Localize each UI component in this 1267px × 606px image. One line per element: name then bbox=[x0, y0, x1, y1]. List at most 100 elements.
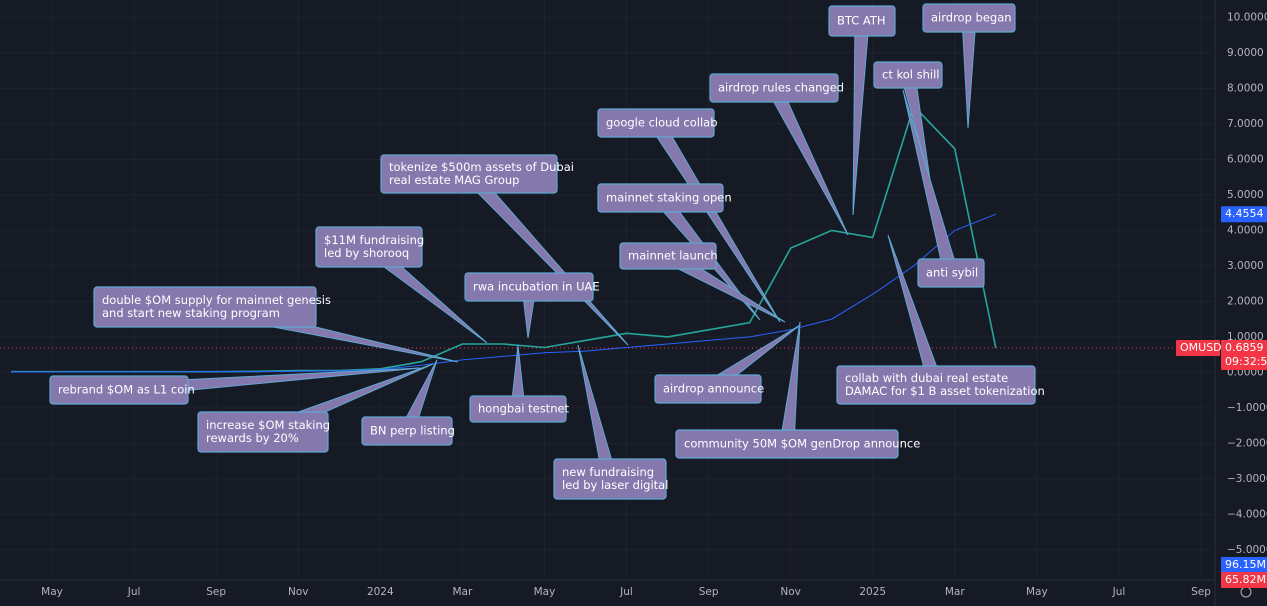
annotation-text: led by laser digital bbox=[562, 478, 668, 492]
callout-box bbox=[93, 286, 317, 328]
annotation-text: led by shorooq bbox=[324, 246, 409, 260]
y-tick-label: −3.0000 bbox=[1227, 473, 1267, 485]
last-price-tag-bg bbox=[1221, 340, 1267, 357]
y-tick-label: 3.0000 bbox=[1227, 260, 1264, 272]
x-tick-label: Jul bbox=[127, 586, 141, 598]
callout-box bbox=[597, 108, 715, 138]
y-tick-label: 6.0000 bbox=[1227, 153, 1264, 165]
callout-box bbox=[469, 395, 567, 423]
callout-box bbox=[828, 5, 896, 37]
y-tick-label: −5.0000 bbox=[1227, 544, 1267, 556]
annotation-text: collab with dubai real estate bbox=[845, 371, 1008, 385]
y-tick-label: 8.0000 bbox=[1227, 82, 1264, 94]
ma-last-tag: 4.4554 bbox=[1225, 207, 1264, 220]
callout-box bbox=[315, 226, 423, 268]
annotation-text: ct kol shill bbox=[882, 68, 940, 82]
annotation-text: $11M fundraising bbox=[324, 233, 424, 247]
callout-box bbox=[619, 242, 717, 270]
annotation-text: new fundraising bbox=[562, 465, 654, 479]
x-tick-label: May bbox=[41, 586, 63, 598]
x-tick-label: Jul bbox=[619, 586, 633, 598]
x-tick-label: Jul bbox=[1112, 586, 1126, 598]
x-tick-label: 2025 bbox=[859, 586, 886, 598]
volume-label-bg bbox=[1221, 557, 1267, 573]
last-price-tag: 0.6859 bbox=[1225, 341, 1264, 354]
annotation: mainnet launch bbox=[619, 242, 786, 323]
x-tick-label: Mar bbox=[452, 586, 472, 598]
annotation-text: community 50M $OM genDrop announce bbox=[684, 437, 920, 451]
volume-label: 96.15M bbox=[1225, 558, 1266, 571]
annotation-text: airdrop began bbox=[931, 11, 1012, 25]
annotation-text: double $OM supply for mainnet genesis bbox=[102, 293, 331, 307]
y-tick-label: −1.0000 bbox=[1227, 402, 1267, 414]
symbol-tag-bg bbox=[1176, 340, 1220, 357]
callout-box bbox=[197, 411, 329, 453]
annotation: hongbai testnet bbox=[469, 344, 570, 423]
annotation-text: real estate MAG Group bbox=[389, 173, 519, 187]
annotation-text: google cloud collab bbox=[606, 116, 718, 130]
annotation: airdrop began bbox=[922, 3, 1016, 129]
x-tick-label: May bbox=[1026, 586, 1048, 598]
y-tick-label: 5.0000 bbox=[1227, 189, 1264, 201]
annotation-text: anti sybil bbox=[926, 266, 978, 280]
annotation-text: BTC ATH bbox=[837, 14, 886, 28]
annotation-text: rwa incubation in UAE bbox=[473, 280, 600, 294]
annotation: community 50M $OM genDrop announce bbox=[675, 321, 920, 459]
y-tick-label: 7.0000 bbox=[1227, 118, 1264, 130]
callout-box bbox=[380, 154, 558, 194]
annotation: ct kol shill bbox=[873, 61, 943, 181]
annotation-text: DAMAC for $1 B asset tokenization bbox=[845, 384, 1045, 398]
annotation: BN perp listing bbox=[361, 359, 455, 446]
annotation-text: and start new staking program bbox=[102, 306, 280, 320]
annotation-text: rewards by 20% bbox=[206, 431, 299, 445]
callout-box bbox=[597, 183, 724, 213]
x-tick-label: Sep bbox=[699, 586, 719, 598]
annotation: rwa incubation in UAE bbox=[464, 272, 600, 339]
annotation: anti sybil bbox=[902, 89, 985, 288]
volume-label-bg bbox=[1221, 572, 1267, 588]
callout-box bbox=[922, 3, 1016, 33]
annotation-text: airdrop announce bbox=[663, 382, 764, 396]
annotation-text: airdrop rules changed bbox=[718, 81, 844, 95]
callout-box bbox=[553, 458, 667, 500]
y-tick-label: 4.0000 bbox=[1227, 224, 1264, 236]
symbol-tag: OMUSDT bbox=[1180, 341, 1229, 354]
y-tick-label: 2.0000 bbox=[1227, 295, 1264, 307]
x-tick-label: Mar bbox=[945, 586, 965, 598]
y-tick-label: 9.0000 bbox=[1227, 47, 1264, 59]
x-tick-label: Sep bbox=[206, 586, 226, 598]
series-line bbox=[11, 213, 996, 373]
x-tick-label: Sep bbox=[1191, 586, 1211, 598]
callout-box bbox=[873, 61, 943, 89]
callout-box bbox=[709, 73, 839, 103]
annotation-text: hongbai testnet bbox=[478, 402, 570, 416]
annotation-text: increase $OM staking bbox=[206, 418, 330, 432]
volume-label: 65.82M bbox=[1225, 573, 1266, 586]
annotation: BTC ATH bbox=[828, 5, 896, 216]
callout-box bbox=[361, 416, 453, 446]
annotation: google cloud collab bbox=[597, 108, 781, 323]
callout-box bbox=[464, 272, 594, 302]
annotation: airdrop rules changed bbox=[709, 73, 849, 236]
x-tick-label: Nov bbox=[288, 586, 309, 598]
y-tick-label: 10.0000 bbox=[1227, 11, 1267, 23]
annotation: airdrop announce bbox=[654, 324, 801, 404]
callout-box bbox=[654, 374, 762, 404]
callout-box bbox=[49, 375, 189, 405]
callout-box bbox=[917, 258, 985, 288]
callout-box bbox=[836, 365, 1036, 405]
x-tick-label: 2024 bbox=[367, 586, 394, 598]
x-tick-label: Nov bbox=[780, 586, 801, 598]
x-tick-label: May bbox=[534, 586, 556, 598]
annotation-text: BN perp listing bbox=[370, 424, 455, 438]
countdown-tag: 09:32:59 bbox=[1225, 355, 1267, 368]
annotation-text: tokenize $500m assets of Dubai bbox=[389, 160, 574, 174]
annotation-text: rebrand $OM as L1 coin bbox=[58, 383, 195, 397]
annotation-text: mainnet launch bbox=[628, 249, 718, 263]
annotation: rebrand $OM as L1 coin bbox=[49, 367, 421, 405]
